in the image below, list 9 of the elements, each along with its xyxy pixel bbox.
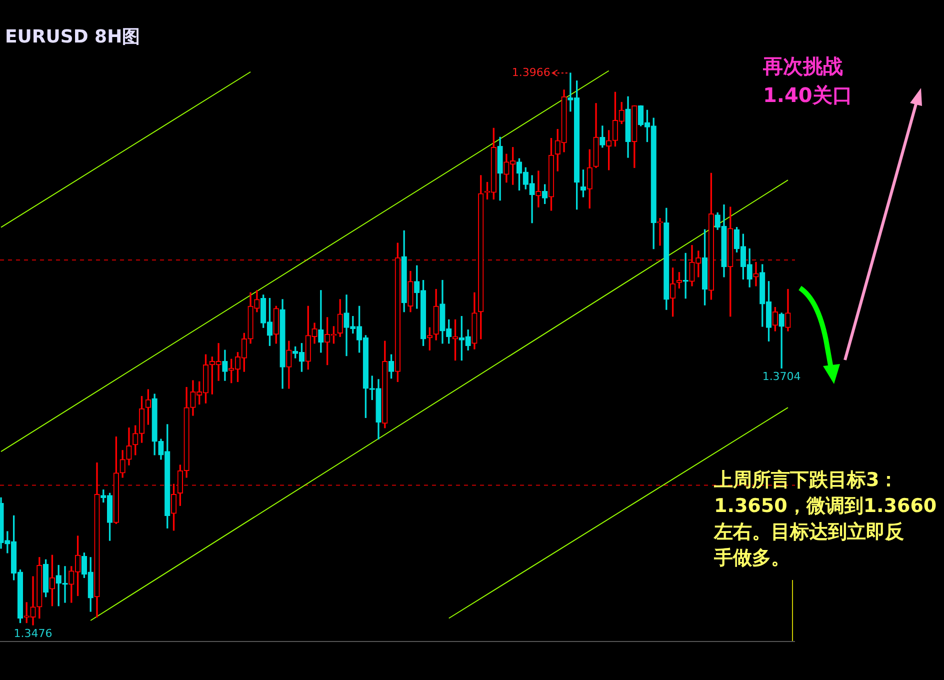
chart-title: EURUSD 8H图 — [5, 26, 140, 48]
annotation: 再次挑战 1.40关口 — [762, 54, 852, 108]
candlestick — [778, 312, 784, 368]
annotation: 1.3476 — [14, 626, 52, 640]
annotation: 1.3966 — [512, 66, 550, 79]
annotation: 上周所言下跌目标3：1.3650，微调到1.3660左右。目标达到立即反手做多。 — [713, 468, 937, 569]
annotation: 1.3704 — [762, 370, 801, 384]
candlestick — [536, 170, 542, 208]
candlestick — [753, 262, 759, 286]
